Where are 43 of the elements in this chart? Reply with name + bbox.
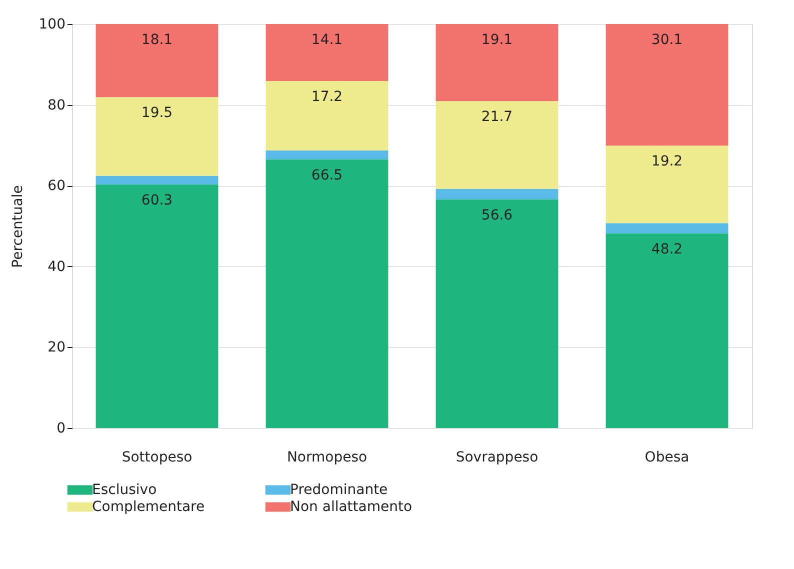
data-label: 18.1 [141,32,173,48]
data-label: 14.1 [311,32,343,48]
y-tick-label: 80 [48,97,66,114]
data-label: 21.7 [481,109,513,126]
bar [266,80,388,150]
bar [266,159,388,428]
bar [606,146,728,224]
data-label: 19.5 [141,105,173,122]
bar [606,24,728,146]
bar [266,150,388,160]
bar [266,24,388,81]
legend-label: Esclusivo [92,482,157,498]
bar [606,223,728,234]
data-label: 17.2 [311,88,343,105]
bar [96,184,218,428]
legend-label: Predominante [290,482,388,498]
bar [96,176,218,184]
y-tick-label: 40 [48,258,66,275]
bar [606,233,728,428]
y-tick-label: 0 [56,420,66,436]
x-tick-label: Sovrappeso [456,450,538,466]
bar [436,199,558,428]
bar [436,24,558,102]
bar [96,97,218,176]
data-label: 48.2 [651,241,683,258]
data-label: 19.2 [651,154,683,170]
data-label: 56.6 [481,207,513,224]
y-tick-label: 60 [48,178,66,194]
data-label: 60.3 [141,192,173,208]
data-label: 30.1 [651,32,683,48]
y-tick-label: 100 [38,16,66,32]
legend-label: Non allattamento [290,499,412,515]
bar [436,188,558,200]
x-tick-label: Obesa [644,450,690,466]
data-label: 19.1 [481,32,513,48]
y-tick-label: 20 [48,340,66,356]
bar [96,24,218,98]
x-tick-label: Normopeso [286,450,368,466]
data-label: 66.5 [311,167,343,184]
legend-label: Complementare [92,499,205,515]
bar [436,101,558,189]
x-tick-label: Sottopeso [122,450,192,466]
y-axis-title: Percentuale [10,185,26,268]
